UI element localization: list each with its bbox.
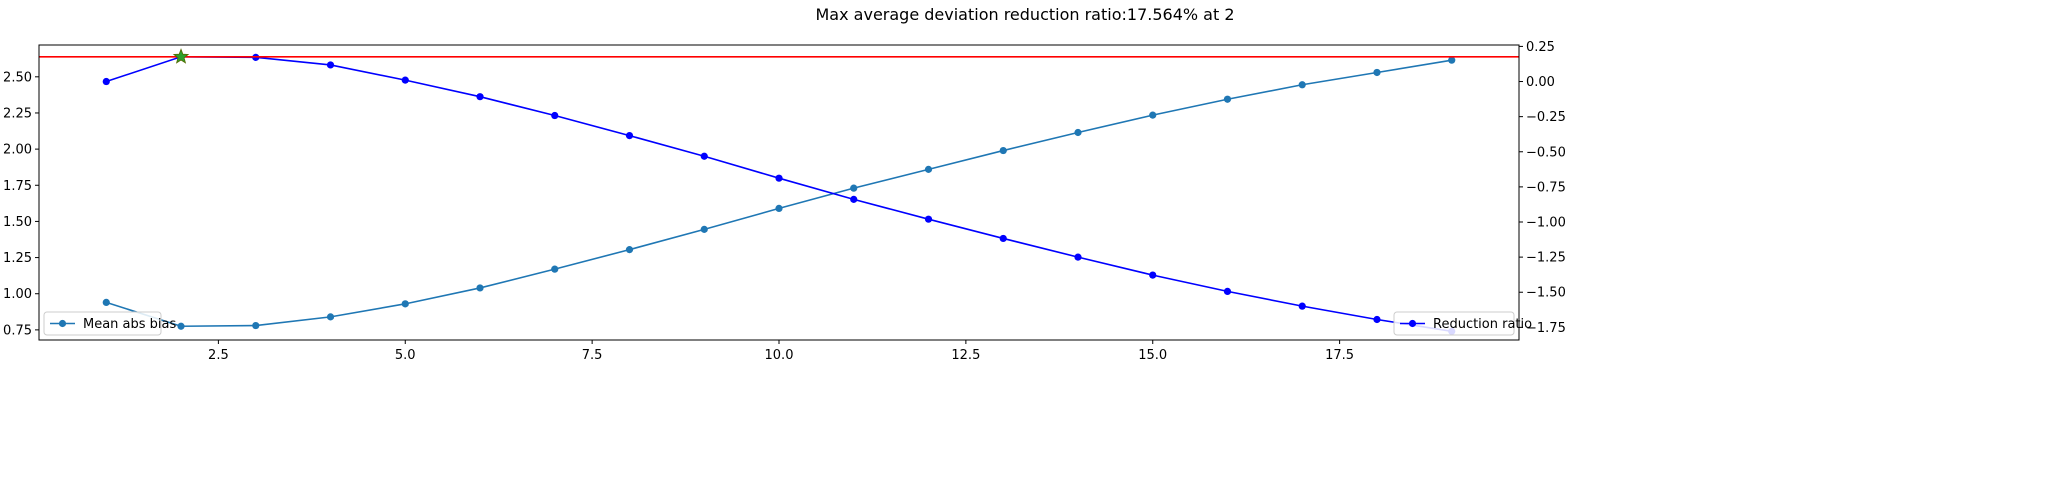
right-y-tick-label: −0.50 bbox=[1526, 145, 1566, 160]
x-tick-label: 10.0 bbox=[765, 348, 794, 363]
series-0-point bbox=[1373, 68, 1381, 77]
legend-marker-swatch bbox=[58, 319, 67, 328]
legend-box bbox=[43, 311, 162, 336]
series-line-0 bbox=[106, 59, 1452, 328]
series-0-point bbox=[625, 246, 634, 254]
x-tick-label: 7.5 bbox=[582, 348, 603, 363]
series-1-point bbox=[401, 76, 409, 84]
left-y-tick-label: 1.25 bbox=[3, 251, 32, 266]
series-0-point bbox=[1074, 128, 1082, 137]
series-1-point bbox=[1074, 253, 1082, 261]
x-tick-label: 12.5 bbox=[951, 348, 980, 363]
x-tick-label: 2.5 bbox=[208, 348, 229, 363]
legends: Mean abs bias Reduction ratio bbox=[43, 311, 1532, 336]
legend: Reduction ratio bbox=[1393, 311, 1532, 336]
x-tick-label: 5.0 bbox=[395, 348, 416, 363]
series-1-point bbox=[924, 215, 933, 223]
x-tick-label: 17.5 bbox=[1325, 348, 1354, 363]
left-y-tick-label: 1.00 bbox=[3, 287, 32, 302]
left-y-tick-label: 0.75 bbox=[3, 323, 32, 338]
series-1-point bbox=[326, 61, 335, 69]
legend-label: Reduction ratio bbox=[1433, 317, 1532, 332]
legend: Mean abs bias bbox=[43, 311, 177, 336]
right-y-tick-label: −0.25 bbox=[1526, 110, 1566, 125]
right-y-tick-label: −1.75 bbox=[1526, 321, 1566, 336]
legend-box bbox=[1393, 311, 1515, 336]
series-0-point bbox=[700, 225, 708, 233]
series-0-point bbox=[1149, 111, 1157, 119]
left-y-tick-label: 1.75 bbox=[3, 179, 32, 194]
series-0-point bbox=[252, 321, 260, 330]
legend-marker-swatch bbox=[1408, 319, 1417, 328]
series-1-point bbox=[551, 111, 559, 120]
right-y-tick-label: −1.50 bbox=[1526, 286, 1566, 301]
right-y-tick-label: 0.00 bbox=[1526, 75, 1555, 90]
series-1-point bbox=[775, 174, 783, 182]
series-1-point bbox=[1373, 315, 1381, 324]
best-point-star-marker bbox=[172, 48, 190, 64]
series-0-point bbox=[999, 146, 1007, 155]
series-0-point bbox=[924, 165, 933, 173]
series-0-point bbox=[775, 204, 783, 213]
right-y-tick-label: −1.00 bbox=[1526, 216, 1566, 231]
left-y-tick-label: 1.50 bbox=[3, 215, 32, 230]
series-0-point bbox=[850, 184, 858, 192]
series-1-point bbox=[1149, 271, 1157, 279]
series-0-point bbox=[476, 284, 484, 292]
series-1-point bbox=[1298, 302, 1306, 310]
right-y-tick-label: −1.25 bbox=[1526, 251, 1566, 266]
plot-frame bbox=[38, 44, 1520, 341]
series-1-point bbox=[476, 93, 484, 101]
series-0-point bbox=[1298, 81, 1306, 89]
series-0-point bbox=[102, 298, 110, 307]
series-1-point bbox=[102, 77, 110, 86]
legend-label: Mean abs bias bbox=[83, 317, 177, 332]
left-y-tick-label: 2.25 bbox=[3, 106, 32, 121]
series-0-point bbox=[1223, 95, 1232, 103]
chart-title: Max average deviation reduction ratio:17… bbox=[816, 5, 1235, 24]
axes: 2.5 5.0 7.5 10.0 12.5 15.0 17.5 0.75 1.00 1.25 1.5… bbox=[3, 40, 1566, 363]
series-0-point bbox=[177, 322, 185, 330]
plot-area bbox=[39, 48, 1519, 335]
x-tick-label: 15.0 bbox=[1138, 348, 1167, 363]
series-0-point bbox=[1448, 56, 1456, 64]
series-1-point bbox=[625, 132, 634, 140]
series-1-point bbox=[1223, 287, 1232, 295]
left-y-tick-label: 2.50 bbox=[3, 70, 32, 85]
plot-contents bbox=[39, 53, 1519, 335]
right-y-tick-label: 0.25 bbox=[1526, 40, 1555, 55]
series-1-point bbox=[999, 234, 1007, 243]
series-1-point bbox=[850, 195, 858, 203]
series-line-1 bbox=[106, 55, 1452, 333]
left-y-tick-label: 2.00 bbox=[3, 143, 32, 158]
series-0-point bbox=[551, 265, 559, 273]
series-0-point bbox=[326, 313, 335, 321]
series-0-point bbox=[401, 300, 409, 308]
right-y-tick-label: −0.75 bbox=[1526, 180, 1566, 195]
series-1-point bbox=[700, 152, 708, 160]
